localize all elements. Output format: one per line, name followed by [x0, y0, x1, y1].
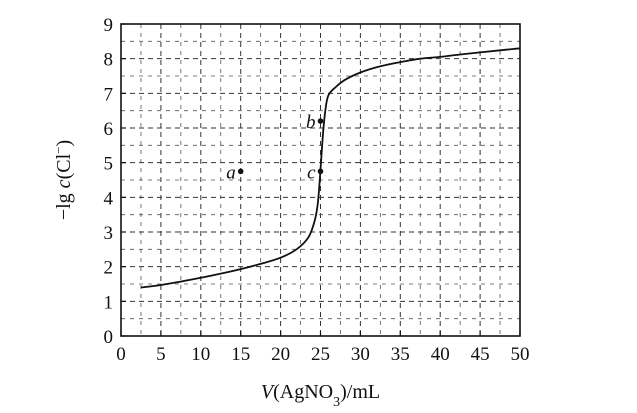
y-axis-label-var: c: [53, 179, 75, 188]
curve-layer: [140, 47, 521, 289]
y-axis-label-close: ): [53, 140, 75, 147]
x-tick-label: 20: [271, 344, 290, 365]
point-c: [317, 168, 324, 175]
grid: [121, 24, 520, 336]
y-axis-label: −lg c(Cl−): [51, 140, 76, 220]
x-tick-label: 35: [391, 344, 410, 365]
y-axis-label-main: (Cl: [53, 153, 75, 179]
marked-points: a b c: [226, 112, 324, 183]
x-tick-label: 5: [156, 344, 166, 365]
x-axis-label-var: V: [261, 381, 276, 403]
y-axis-label-sup: −: [51, 147, 66, 154]
y-tick-label: 5: [104, 154, 114, 175]
y-tick-label: 7: [104, 84, 114, 105]
titration-curve: [140, 47, 521, 289]
point-label-a: a: [226, 162, 236, 183]
y-tick-label: 4: [104, 188, 114, 209]
point-a: [237, 168, 244, 175]
x-axis-label: V(AgNO3)/mL: [261, 381, 380, 410]
point-b: [317, 118, 324, 124]
y-tick-label: 1: [104, 292, 114, 313]
x-tick-label: 25: [311, 344, 330, 365]
x-tick-label: 30: [351, 344, 370, 365]
x-tick-label: 40: [431, 344, 450, 365]
x-tick-label: 50: [511, 344, 530, 365]
x-tick-label: 0: [116, 344, 126, 365]
x-axis-label-sub: 3: [333, 395, 340, 410]
y-tick-label: 6: [104, 119, 114, 140]
point-label-c: c: [307, 162, 316, 183]
x-tick-label: 45: [471, 344, 490, 365]
y-axis-label-prefix: −lg: [53, 188, 75, 220]
y-tick-label: 0: [104, 327, 114, 348]
point-label-b: b: [306, 112, 316, 133]
y-tick-label: 3: [104, 223, 114, 244]
x-tick-label: 15: [231, 344, 250, 365]
y-tick-label: 2: [104, 258, 114, 279]
x-axis-label-unit: )/mL: [340, 381, 380, 403]
x-tick-label: 10: [191, 344, 210, 365]
x-axis-label-main: (AgNO: [273, 381, 333, 403]
y-tick-label: 9: [104, 15, 114, 36]
y-tick-label: 8: [104, 50, 114, 71]
